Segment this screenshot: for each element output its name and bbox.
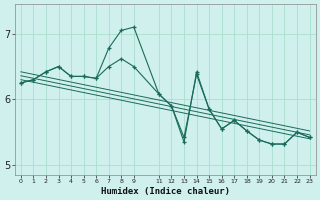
X-axis label: Humidex (Indice chaleur): Humidex (Indice chaleur) [101,187,230,196]
